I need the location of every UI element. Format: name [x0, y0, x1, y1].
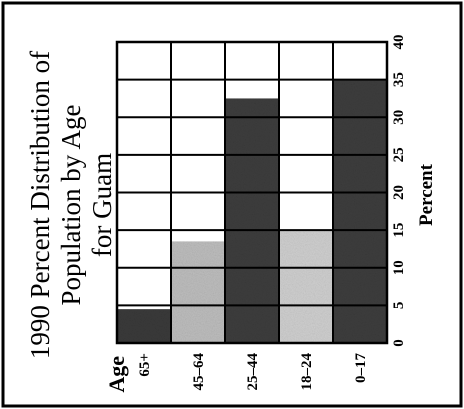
- tick-label-40: 40: [391, 35, 407, 50]
- bar-25–44: [225, 98, 279, 343]
- plot-border: [115, 40, 389, 345]
- category-label-18–24: 18–24: [299, 353, 315, 391]
- bar-0–17: [333, 79, 387, 343]
- tick-label-5: 5: [391, 302, 407, 310]
- bar-45–64: [171, 241, 225, 343]
- chart-title-line-2: Population by Age: [56, 104, 86, 305]
- bar-18–24: [279, 230, 333, 343]
- category-label-0–17: 0–17: [353, 353, 369, 384]
- tick-label-20: 20: [391, 185, 407, 200]
- category-label-45–64: 45–64: [191, 353, 207, 391]
- tick-label-35: 35: [391, 72, 407, 87]
- tick-label-10: 10: [391, 260, 407, 275]
- tick-label-15: 15: [391, 223, 407, 238]
- plot-area: 0 5 10 15 20 25 30 35 40 65+ 45–64 25–44 18–24 0–17: [115, 35, 407, 391]
- chart-title-line-3: for Guam: [87, 153, 117, 257]
- chart-title-line-1: 1990 Percent Distribution of: [25, 51, 55, 359]
- category-label-25–44: 25–44: [245, 353, 261, 391]
- category-label-65+: 65+: [137, 353, 153, 377]
- tick-label-30: 30: [391, 110, 407, 125]
- tick-label-0: 0: [391, 339, 407, 347]
- category-axis-label: Age: [104, 356, 129, 393]
- bar-65+: [117, 309, 171, 343]
- value-axis-label: Percent: [416, 163, 437, 226]
- tick-label-25: 25: [391, 147, 407, 162]
